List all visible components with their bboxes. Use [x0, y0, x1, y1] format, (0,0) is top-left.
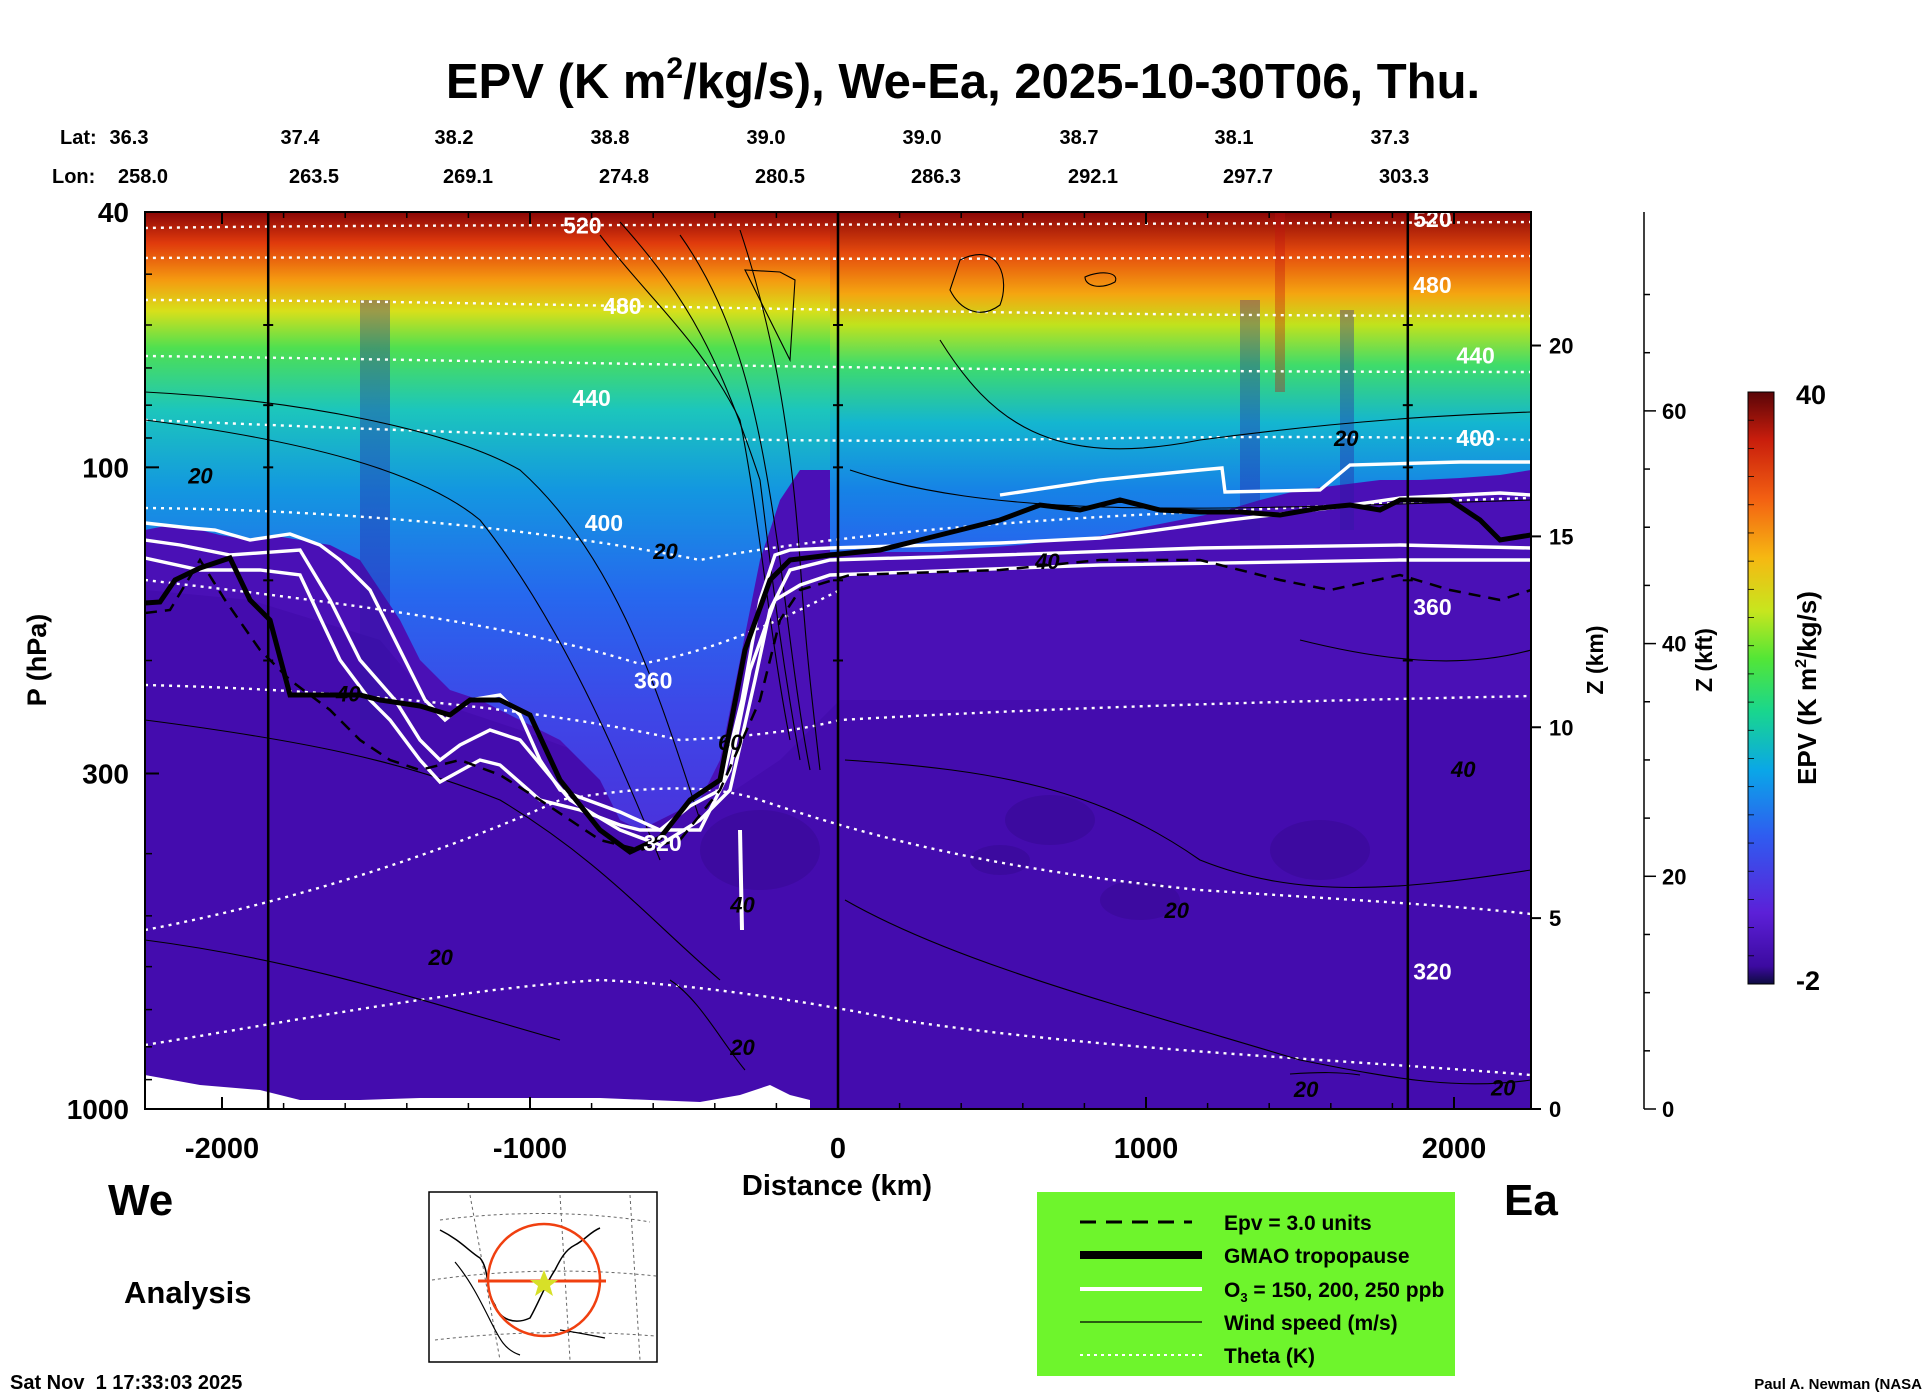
wind-label: 40	[729, 892, 755, 917]
wind-label: 60	[718, 730, 743, 755]
wind-label: 20	[729, 1035, 755, 1060]
lat-value: 38.1	[1215, 127, 1254, 149]
wind-label: 40	[1450, 757, 1476, 782]
timestamp: Sat Nov 1 17:33:03 2025	[10, 1372, 242, 1394]
theta-label-group: 520 480 440 400 360 320 520 480 440 400 360 320	[563, 206, 1495, 984]
wind-label: 40	[335, 681, 361, 706]
theta-label: 360	[1413, 594, 1451, 620]
legend-wind-label: Wind speed (m/s)	[1224, 1312, 1398, 1335]
colorbar-max-label: 40	[1796, 380, 1826, 410]
lon-value: 303.3	[1379, 166, 1429, 188]
z-km-tick-label: 5	[1549, 906, 1561, 931]
analysis-label: Analysis	[124, 1275, 252, 1310]
colorbar-min-label: -2	[1796, 966, 1820, 996]
z-km-tick-label: 0	[1549, 1097, 1561, 1122]
lon-value: 286.3	[911, 166, 961, 188]
legend-epv-label: Epv = 3.0 units	[1224, 1212, 1372, 1235]
wind-label: 20	[1164, 898, 1190, 923]
legend-ozone-label: O3 = 150, 200, 250 ppb	[1224, 1279, 1444, 1305]
z-kft-tick-label: 60	[1662, 399, 1686, 424]
theta-label: 400	[1456, 425, 1494, 451]
y-axis: 40 100 300 1000	[67, 197, 159, 1125]
direction-east: Ea	[1504, 1176, 1558, 1225]
theta-label: 400	[585, 510, 623, 536]
z-km-axis: 20 15 10 5 0	[1531, 334, 1573, 1122]
lon-value: 297.7	[1223, 166, 1273, 188]
lon-value: 292.1	[1068, 166, 1118, 188]
x-tick-label: 0	[830, 1133, 846, 1165]
x-tick-label: 2000	[1422, 1133, 1487, 1165]
credit: Paul A. Newman (NASA	[1754, 1376, 1922, 1393]
legend: Epv = 3.0 units GMAO tropopause O3 = 150…	[1080, 1212, 1444, 1368]
section-lines	[263, 212, 1413, 1109]
lat-value: 38.2	[435, 127, 474, 149]
lat-label: Lat:	[60, 127, 97, 149]
x-tick-label: 1000	[1114, 1133, 1179, 1165]
legend-tropopause-label: GMAO tropopause	[1224, 1245, 1410, 1268]
theta-label: 480	[1413, 272, 1451, 298]
z-kft-tick-label: 20	[1662, 864, 1686, 889]
locator-map	[428, 1191, 658, 1363]
wind-label: 20	[187, 464, 213, 489]
y-tick-label: 1000	[67, 1094, 129, 1125]
lon-value: 263.5	[289, 166, 339, 188]
colorbar-label: EPV (K m2/kg/s)	[1792, 591, 1822, 785]
lon-value: 258.0	[118, 166, 168, 188]
y-tick-label: 100	[82, 452, 129, 483]
x-axis: -2000 -1000 0 1000 2000	[185, 212, 1486, 1165]
wind-label: 20	[1490, 1075, 1516, 1100]
z-km-tick-label: 10	[1549, 715, 1573, 740]
z-kft-axis: 60 40 20 0	[1643, 212, 1686, 1122]
theta-label: 320	[1413, 958, 1451, 984]
z-km-tick-label: 15	[1549, 524, 1573, 549]
lon-value: 274.8	[599, 166, 649, 188]
lat-value: 38.8	[591, 127, 630, 149]
lat-value: 37.4	[281, 127, 321, 149]
theta-label: 440	[572, 385, 610, 411]
wind-label: 20	[1293, 1077, 1319, 1102]
wind-label-group: 20 20 60 40 20 40 40 40 20 20 20 20 20	[187, 426, 1516, 1102]
theta-label: 440	[1456, 343, 1494, 369]
lat-value: 39.0	[747, 127, 786, 149]
z-kft-tick-label: 40	[1662, 632, 1686, 657]
theta-label: 480	[603, 293, 641, 319]
theta-label: 520	[563, 213, 601, 239]
wind-label: 20	[427, 945, 453, 970]
colorbar-ticks	[1748, 391, 1754, 985]
x-tick-label: -1000	[493, 1133, 567, 1165]
wind-label: 20	[652, 539, 678, 564]
lon-value: 269.1	[443, 166, 493, 188]
lat-value: 38.7	[1060, 127, 1099, 149]
wind-label: 40	[1034, 549, 1060, 574]
lat-value: 36.3	[110, 127, 149, 149]
theta-label: 520	[1413, 206, 1451, 232]
y-axis-label: P (hPa)	[22, 614, 52, 707]
direction-west: We	[108, 1176, 173, 1225]
y-tick-label: 40	[98, 197, 129, 228]
lat-lon-row: 36.3 37.4 38.2 38.8 39.0 39.0 38.7 38.1 37.3 258.…	[110, 127, 1430, 188]
y-tick-label: 300	[82, 758, 129, 789]
legend-theta-label: Theta (K)	[1224, 1345, 1315, 1368]
wind-label: 20	[1333, 426, 1359, 451]
colorbar	[1747, 391, 1775, 985]
chart-title: EPV (K m2/kg/s), We-Ea, 2025-10-30T06, T…	[446, 52, 1480, 109]
theta-label: 360	[634, 668, 672, 694]
theta-label: 320	[643, 830, 681, 856]
z-km-tick-label: 20	[1549, 334, 1573, 359]
lat-value: 37.3	[1371, 127, 1410, 149]
z-kft-tick-label: 0	[1662, 1097, 1674, 1122]
z-km-axis-label: Z (km)	[1582, 626, 1608, 695]
lat-value: 39.0	[903, 127, 942, 149]
lon-value: 280.5	[755, 166, 805, 188]
x-tick-label: -2000	[185, 1133, 259, 1165]
lon-label: Lon:	[52, 166, 95, 188]
contour-lines	[145, 220, 1531, 1085]
z-kft-axis-label: Z (kft)	[1691, 628, 1717, 692]
x-axis-label: Distance (km)	[742, 1170, 932, 1202]
